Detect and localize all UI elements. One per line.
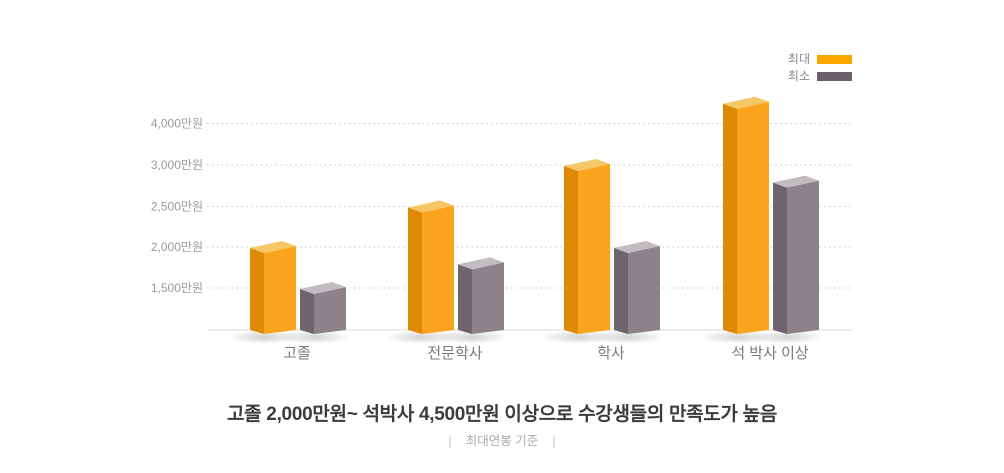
bar-max-1-side: [408, 207, 422, 334]
bar-min-1-side: [458, 264, 472, 334]
legend: 최대 최소: [788, 53, 852, 82]
summary: 고졸 2,000만원~ 석박사 4,500만원 이상으로 수강생들의 만족도가 …: [0, 403, 1004, 448]
caption-text: 최대연봉 기준: [465, 434, 539, 448]
x-axis-label-0: 고졸: [283, 345, 311, 362]
x-axis-label-2: 학사: [597, 345, 625, 362]
bar-min-3-side: [773, 182, 787, 334]
y-axis-label-3000: 3,000만원: [151, 158, 203, 172]
bar-max-1-top: [408, 200, 454, 213]
bar-max-2-side: [564, 166, 578, 334]
legend-swatch-max: [817, 54, 852, 64]
legend-item-min: 최소: [788, 70, 852, 82]
summary-title: 고졸 2,000만원~ 석박사 4,500만원 이상으로 수강생들의 만족도가 …: [226, 404, 778, 425]
bar-min-1-top: [458, 257, 504, 270]
bar-min-2-side: [614, 248, 628, 334]
y-axis-label-4000: 4,000만원: [151, 117, 203, 131]
bar-max-2-top: [564, 159, 610, 171]
legend-label-min: 최소: [787, 69, 810, 83]
caption-divider-left: |: [448, 433, 452, 449]
x-axis-label-3: 석 박사 이상: [731, 345, 809, 362]
bar-max-3-top: [723, 96, 769, 109]
legend-label-max: 최대: [787, 52, 810, 66]
bar-min-2-top: [614, 241, 660, 253]
x-axis-label-1: 전문학사: [427, 345, 482, 362]
y-axis-label-2500: 2,500만원: [151, 200, 203, 214]
bar-shadow-min-0: [277, 330, 351, 344]
bar-min-0-top: [300, 282, 346, 294]
bar-min-1-front: [472, 262, 504, 334]
bar-max-2-front: [578, 164, 610, 334]
bar-shadow-min-2: [591, 330, 665, 344]
bar-shadow-min-1: [435, 330, 509, 344]
bar-max-3-side: [723, 103, 737, 334]
bar-shadow-min-3: [750, 330, 824, 344]
bar-min-0-front: [314, 287, 346, 334]
bar-min-0-side: [300, 289, 314, 334]
bar-max-0-front: [264, 246, 296, 334]
bar-max-3-front: [737, 101, 769, 334]
bar-min-2-front: [628, 246, 660, 334]
bar-min-3-front: [787, 180, 819, 334]
y-axis-label-2000: 2,000만원: [151, 240, 203, 254]
legend-item-max: 최대: [788, 53, 852, 65]
bar-max-0-top: [250, 241, 296, 253]
caption-divider-right: |: [552, 433, 556, 449]
bar-max-1-front: [422, 205, 454, 334]
bar-max-0-side: [250, 248, 264, 334]
bar-min-3-top: [773, 175, 819, 188]
legend-swatch-min: [817, 71, 852, 81]
y-axis-label-1500: 1,500만원: [151, 281, 203, 295]
summary-caption: | 최대연봉 기준 |: [0, 435, 1004, 448]
